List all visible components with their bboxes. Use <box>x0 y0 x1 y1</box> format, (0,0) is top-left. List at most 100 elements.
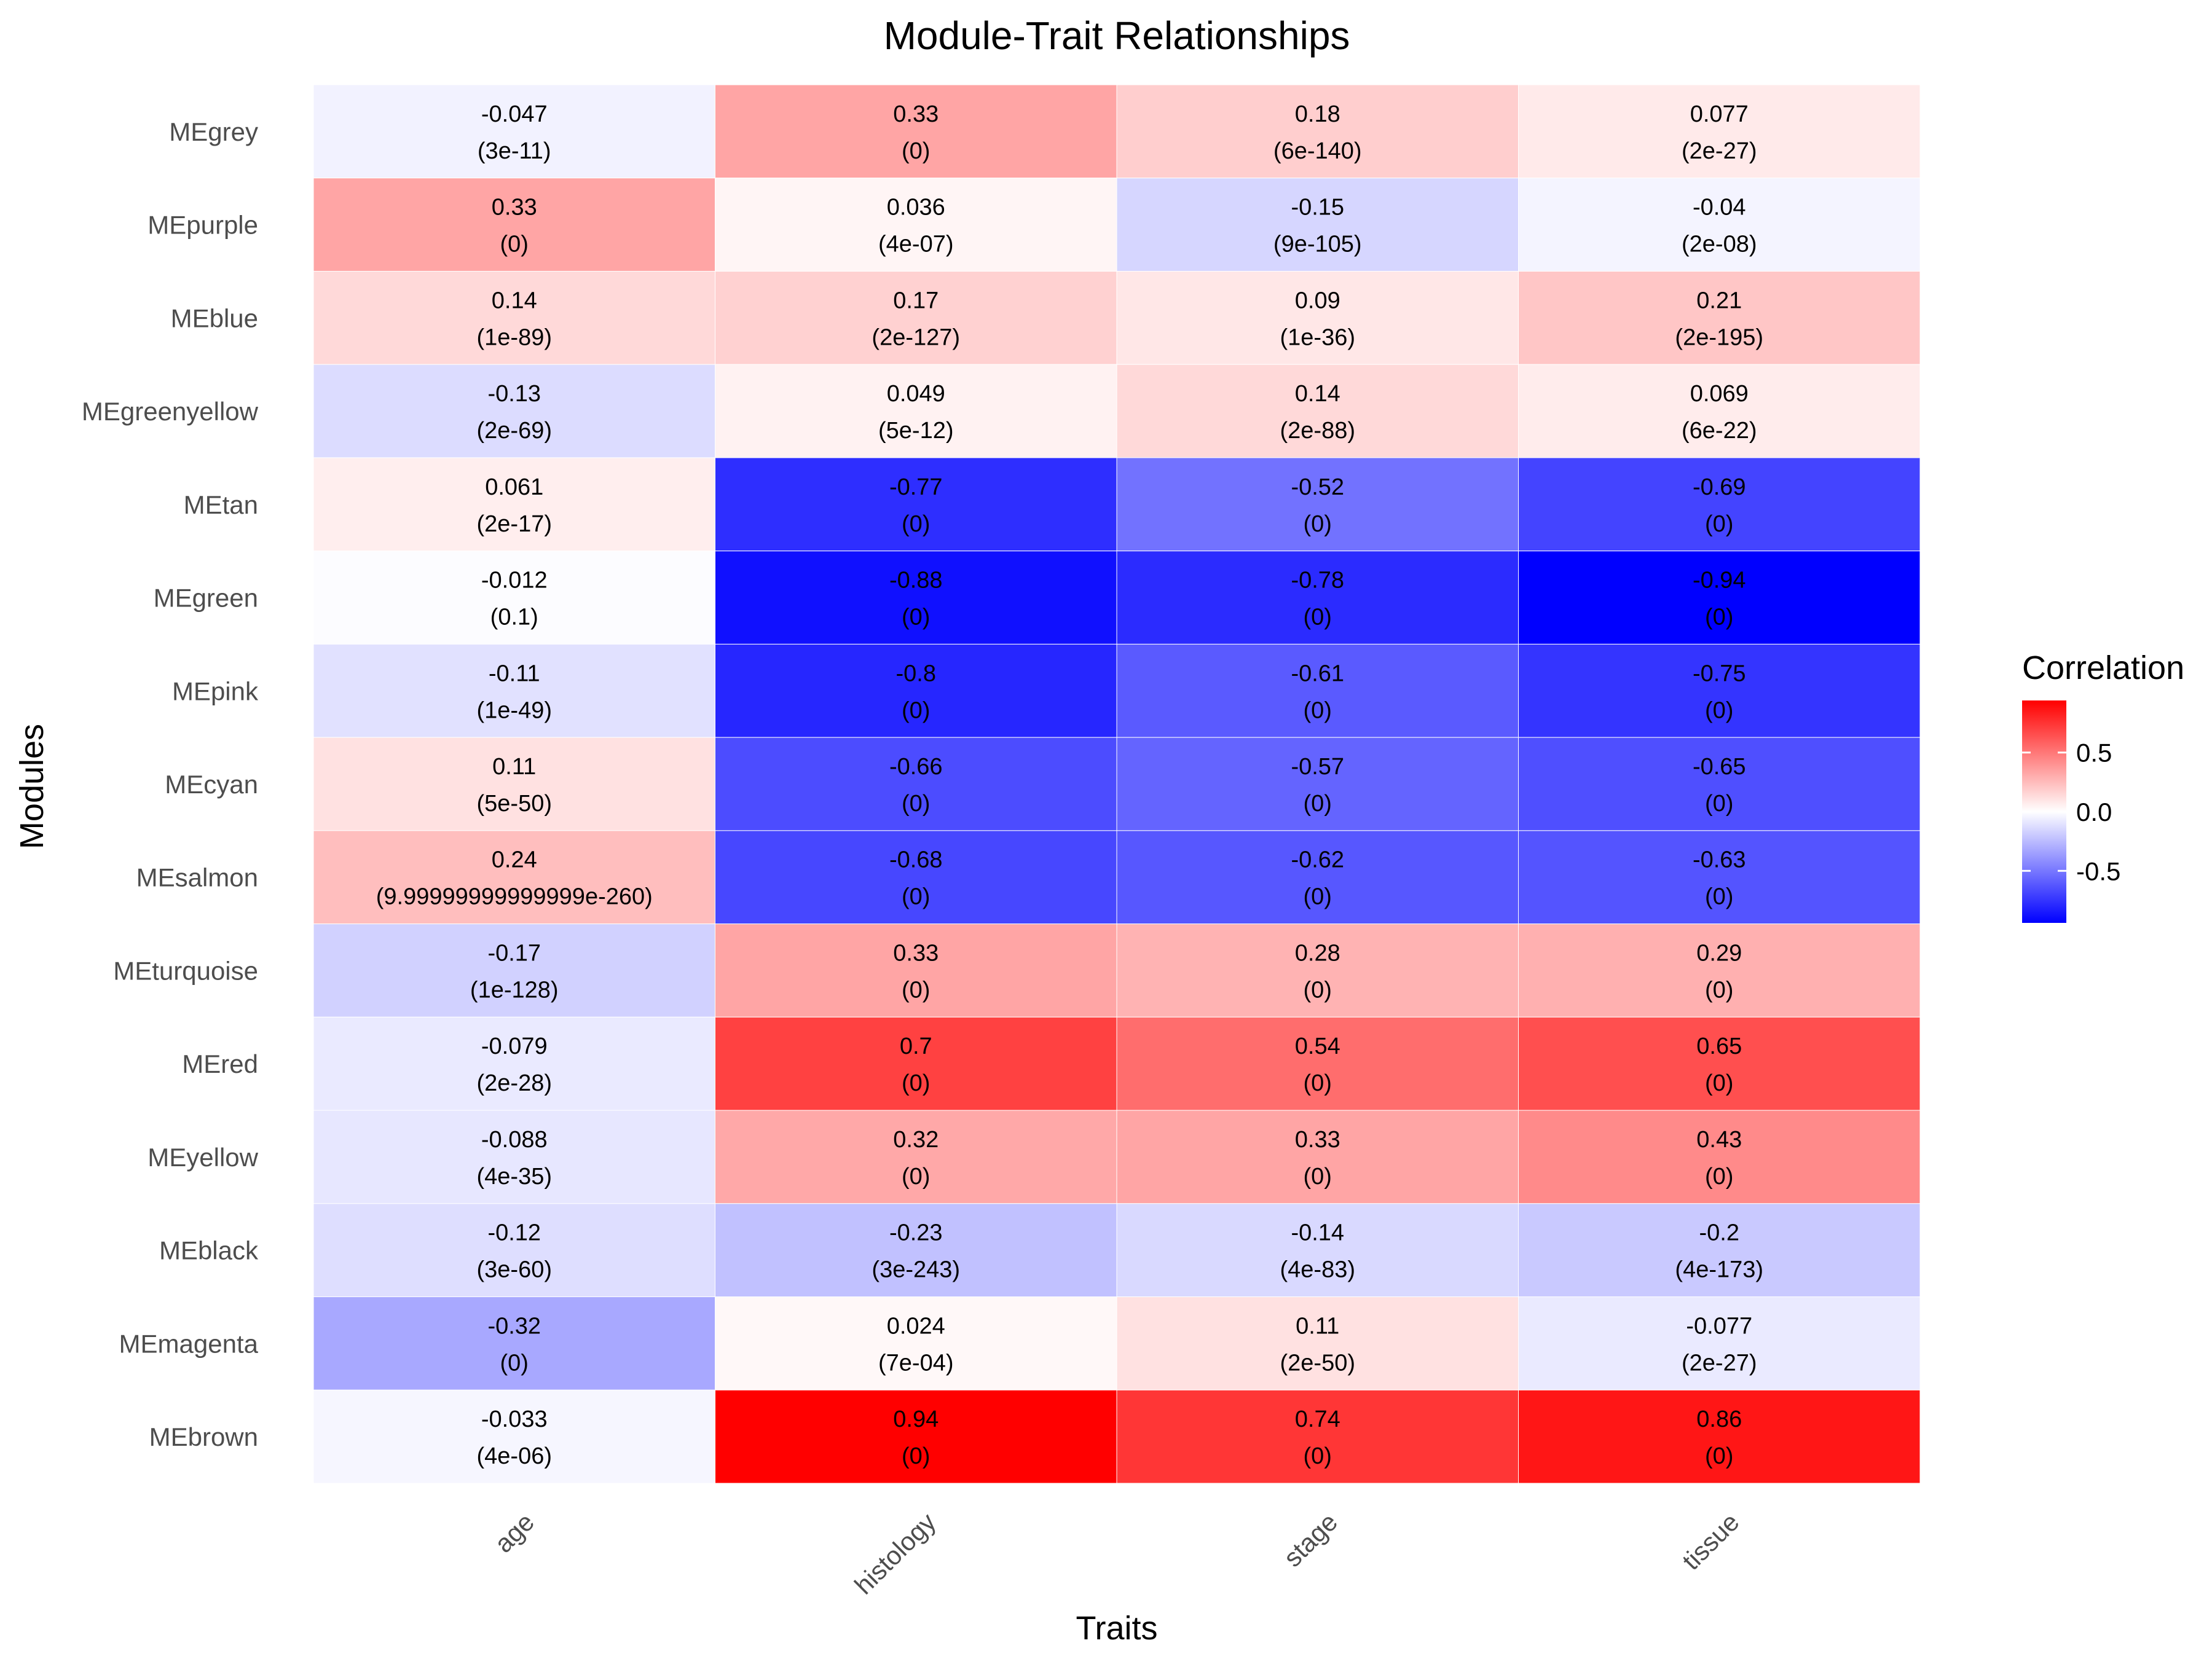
cell-correlation-label: 0.21 <box>1696 288 1742 313</box>
cell-correlation-label: -0.11 <box>489 661 540 686</box>
cell-correlation-label: -0.94 <box>1693 568 1746 594</box>
heatmap-cells: -0.047 (3e-11) 0.33 (0) 0.18 (6e-140) 0.077 (2e… <box>313 84 1921 1484</box>
cell-correlation-label: 0.32 <box>893 1127 939 1153</box>
cell-correlation-label: -0.047 <box>481 101 548 127</box>
cell-correlation-label: -0.2 <box>1699 1220 1739 1246</box>
cell-pvalue-label: (0) <box>1705 697 1733 723</box>
cell-correlation-label: 0.24 <box>492 847 537 873</box>
cell-correlation-label: 0.65 <box>1696 1033 1742 1059</box>
cell-pvalue-label: (2e-127) <box>872 324 960 350</box>
cell-correlation-label: 0.14 <box>492 288 537 313</box>
heatmap-cell-MEmagenta-age <box>313 1296 715 1390</box>
cell-pvalue-label: (0) <box>902 1443 930 1469</box>
row-label-MEred: MEred <box>182 1049 258 1078</box>
cell-pvalue-label: (0) <box>1304 884 1332 910</box>
cell-correlation-label: 0.29 <box>1696 940 1742 966</box>
cell-correlation-label: -0.012 <box>481 568 548 594</box>
cell-pvalue-label: (2e-28) <box>477 1070 553 1096</box>
heatmap-cell-MEred-histology <box>715 1016 1117 1111</box>
heatmap-cell-MEpink-stage <box>1116 643 1519 738</box>
cell-correlation-label: 0.069 <box>1690 381 1749 407</box>
cell-pvalue-label: (2e-69) <box>477 418 553 444</box>
row-label-MEbrown: MEbrown <box>149 1422 258 1451</box>
heatmap-cell-MEblue-histology <box>715 270 1117 365</box>
heatmap-cell-MEgreen-tissue <box>1518 551 1921 645</box>
cell-correlation-label: 0.11 <box>492 754 536 780</box>
row-label-MEpurple: MEpurple <box>148 211 258 240</box>
cell-correlation-label: -0.68 <box>889 847 943 873</box>
cell-pvalue-label: (2e-195) <box>1675 324 1763 350</box>
cell-correlation-label: 0.33 <box>893 940 939 966</box>
heatmap-cell-MEtan-stage <box>1116 457 1519 552</box>
cell-correlation-label: -0.088 <box>481 1127 548 1153</box>
column-label-stage: stage <box>1278 1507 1343 1572</box>
cell-pvalue-label: (0) <box>1705 884 1733 910</box>
cell-pvalue-label: (0) <box>902 511 930 537</box>
heatmap-cell-MEpurple-tissue <box>1518 178 1921 272</box>
heatmap-cell-MEcyan-stage <box>1116 737 1519 831</box>
cell-pvalue-label: (0) <box>1705 1070 1733 1096</box>
cell-correlation-label: 0.18 <box>1295 101 1340 127</box>
cell-correlation-label: -0.65 <box>1693 754 1746 780</box>
cell-correlation-label: -0.52 <box>1291 474 1344 500</box>
row-label-MEgrey: MEgrey <box>169 117 258 146</box>
row-label-MEturquoise: MEturquoise <box>113 956 258 985</box>
cell-pvalue-label: (3e-243) <box>872 1257 960 1283</box>
cell-pvalue-label: (0) <box>1304 1070 1332 1096</box>
cell-pvalue-label: (0) <box>1304 697 1332 723</box>
cell-pvalue-label: (4e-35) <box>477 1164 553 1190</box>
cell-correlation-label: -0.04 <box>1693 195 1746 221</box>
cell-correlation-label: -0.14 <box>1291 1220 1344 1246</box>
cell-correlation-label: -0.62 <box>1291 847 1344 873</box>
heatmap-cell-MEsalmon-age <box>313 830 715 925</box>
cell-pvalue-label: (3e-11) <box>478 138 551 164</box>
heatmap-cell-MEblack-age <box>313 1203 715 1298</box>
heatmap-cell-MEgreen-stage <box>1116 551 1519 645</box>
cell-pvalue-label: (0) <box>1304 605 1332 630</box>
heatmap-cell-MEgreen-age <box>313 551 715 645</box>
cell-pvalue-label: (0) <box>902 1164 930 1190</box>
cell-pvalue-label: (0) <box>1304 1443 1332 1469</box>
cell-correlation-label: 0.28 <box>1295 940 1340 966</box>
row-label-MEcyan: MEcyan <box>165 770 258 799</box>
cell-pvalue-label: (0) <box>902 884 930 910</box>
cell-pvalue-label: (0) <box>1705 791 1733 817</box>
heatmap-cell-MEpink-histology <box>715 643 1117 738</box>
cell-pvalue-label: (4e-06) <box>477 1443 553 1469</box>
cell-correlation-label: -0.78 <box>1291 568 1344 594</box>
color-legend: Correlation 0.5 0.0 -0.5 <box>2022 649 2184 923</box>
cell-correlation-label: -0.077 <box>1686 1313 1752 1339</box>
cell-correlation-label: 0.33 <box>492 195 537 221</box>
cell-pvalue-label: (0) <box>902 138 930 164</box>
cell-pvalue-label: (2e-27) <box>1682 1350 1757 1376</box>
heatmap-cell-MEpurple-age <box>313 178 715 272</box>
cell-correlation-label: 0.94 <box>893 1406 939 1432</box>
cell-correlation-label: 0.86 <box>1696 1406 1742 1432</box>
cell-pvalue-label: (0) <box>1705 1164 1733 1190</box>
heatmap-cell-MEcyan-age <box>313 737 715 831</box>
cell-pvalue-label: (5e-12) <box>878 418 954 444</box>
cell-correlation-label: -0.63 <box>1693 847 1746 873</box>
heatmap-cell-MEtan-tissue <box>1518 457 1921 552</box>
row-label-MEblue: MEblue <box>171 304 258 332</box>
cell-correlation-label: 0.54 <box>1295 1033 1340 1059</box>
heatmap-cell-MEyellow-age <box>313 1110 715 1204</box>
row-labels: MEgrey MEpurple MEblue MEgreenyellow MEtan ME… <box>82 117 259 1451</box>
cell-correlation-label: 0.17 <box>893 288 939 313</box>
cell-pvalue-label: (0) <box>902 791 930 817</box>
heatmap-cell-MEcyan-tissue <box>1518 737 1921 831</box>
chart-title: Module-Trait Relationships <box>884 14 1350 58</box>
cell-pvalue-label: (0) <box>902 605 930 630</box>
heatmap-cell-MEpink-age <box>313 643 715 738</box>
heatmap-cell-MEred-tissue <box>1518 1016 1921 1111</box>
row-label-MEgreenyellow: MEgreenyellow <box>82 397 259 426</box>
cell-correlation-label: 0.14 <box>1295 381 1340 407</box>
heatmap-cell-MEyellow-stage <box>1116 1110 1519 1204</box>
cell-pvalue-label: (3e-60) <box>477 1257 553 1283</box>
cell-correlation-label: -0.8 <box>896 661 936 686</box>
heatmap-cell-MEbrown-age <box>313 1389 715 1484</box>
column-label-tissue: tissue <box>1677 1507 1745 1575</box>
cell-correlation-label: 0.09 <box>1295 288 1340 313</box>
cell-pvalue-label: (0) <box>500 232 529 257</box>
